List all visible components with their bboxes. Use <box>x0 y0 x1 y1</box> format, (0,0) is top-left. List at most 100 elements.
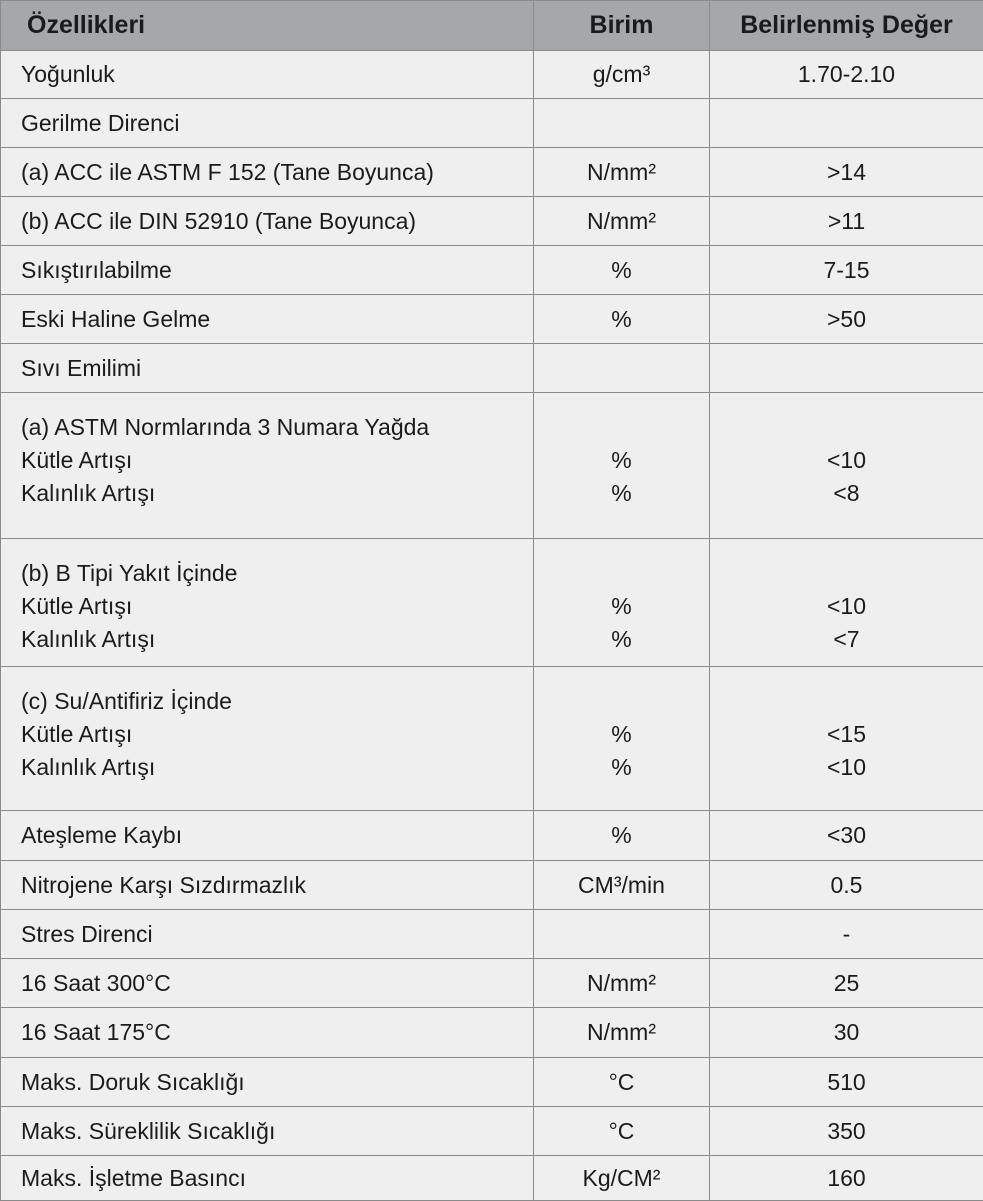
property-cell: Gerilme Direnci <box>1 99 534 148</box>
property-text: Kalınlık Artışı <box>21 477 533 510</box>
unit-text: N/mm² <box>534 970 709 997</box>
value-cell: <10<8 <box>710 393 983 539</box>
table-row: (b) ACC ile DIN 52910 (Tane Boyunca)N/mm… <box>1 197 983 246</box>
header-row: Özellikleri Birim Belirlenmiş Değer <box>1 1 983 51</box>
property-text: Kalınlık Artışı <box>21 623 533 656</box>
unit-text: % <box>534 751 709 784</box>
value-text: <30 <box>710 822 983 849</box>
unit-text <box>534 921 709 948</box>
property-text: Maks. Süreklilik Sıcaklığı <box>21 1118 533 1145</box>
property-text: Gerilme Direnci <box>21 110 533 137</box>
unit-cell: %% <box>534 393 710 539</box>
unit-cell: g/cm³ <box>534 51 710 99</box>
unit-cell: °C <box>534 1058 710 1107</box>
property-cell: Maks. Doruk Sıcaklığı <box>1 1058 534 1107</box>
table-row: Stres Direnci - <box>1 910 983 959</box>
value-cell <box>710 344 983 393</box>
unit-text: % <box>534 590 709 623</box>
value-cell: 7-15 <box>710 246 983 295</box>
property-text: Kütle Artışı <box>21 444 533 477</box>
property-text: Sıvı Emilimi <box>21 355 533 382</box>
property-text: Maks. Doruk Sıcaklığı <box>21 1069 533 1096</box>
property-cell: Yoğunluk <box>1 51 534 99</box>
value-text: >14 <box>710 159 983 186</box>
value-text: 25 <box>710 970 983 997</box>
value-cell: 30 <box>710 1008 983 1058</box>
property-text: (c) Su/Antifiriz İçinde <box>21 685 533 718</box>
property-cell: (b) ACC ile DIN 52910 (Tane Boyunca) <box>1 197 534 246</box>
property-text: Ateşleme Kaybı <box>21 822 533 849</box>
property-text: Yoğunluk <box>21 61 533 88</box>
unit-cell: N/mm² <box>534 1008 710 1058</box>
unit-text: % <box>534 623 709 656</box>
value-text: 160 <box>710 1165 983 1192</box>
unit-text: °C <box>534 1069 709 1096</box>
unit-cell: Kg/CM² <box>534 1156 710 1201</box>
unit-text: % <box>534 257 709 284</box>
unit-text: % <box>534 444 709 477</box>
unit-cell: N/mm² <box>534 148 710 197</box>
value-text <box>710 355 983 382</box>
value-cell: - <box>710 910 983 959</box>
value-cell: 1.70-2.10 <box>710 51 983 99</box>
property-cell: Eski Haline Gelme <box>1 295 534 344</box>
property-text: Stres Direnci <box>21 921 533 948</box>
value-cell: >14 <box>710 148 983 197</box>
unit-cell: CM³/min <box>534 861 710 910</box>
unit-cell: %% <box>534 539 710 667</box>
property-text: Kütle Artışı <box>21 718 533 751</box>
value-cell: 160 <box>710 1156 983 1201</box>
value-text: 7-15 <box>710 257 983 284</box>
unit-text: °C <box>534 1118 709 1145</box>
property-text: Maks. İşletme Basıncı <box>21 1165 533 1192</box>
property-cell: Sıkıştırılabilme <box>1 246 534 295</box>
unit-text: g/cm³ <box>534 61 709 88</box>
table-row: (a) ACC ile ASTM F 152 (Tane Boyunca)N/m… <box>1 148 983 197</box>
property-text: Kütle Artışı <box>21 590 533 623</box>
value-text: 1.70-2.10 <box>710 61 983 88</box>
unit-text: N/mm² <box>534 208 709 235</box>
unit-cell: %% <box>534 667 710 811</box>
table-row: Ateşleme Kaybı%<30 <box>1 811 983 861</box>
unit-cell <box>534 344 710 393</box>
property-cell: Stres Direnci <box>1 910 534 959</box>
unit-text: N/mm² <box>534 1019 709 1046</box>
unit-text <box>534 557 709 590</box>
header-unit: Birim <box>534 1 710 51</box>
unit-text <box>534 355 709 382</box>
unit-cell: % <box>534 811 710 861</box>
table-row: Eski Haline Gelme%>50 <box>1 295 983 344</box>
unit-cell <box>534 910 710 959</box>
unit-cell: N/mm² <box>534 197 710 246</box>
property-text: (b) B Tipi Yakıt İçinde <box>21 557 533 590</box>
property-cell: Sıvı Emilimi <box>1 344 534 393</box>
value-text: >11 <box>710 208 983 235</box>
table-row: Sıvı Emilimi <box>1 344 983 393</box>
property-text: Nitrojene Karşı Sızdırmazlık <box>21 872 533 899</box>
unit-text <box>534 110 709 137</box>
value-text: <7 <box>710 623 983 656</box>
property-cell: 16 Saat 175°C <box>1 1008 534 1058</box>
property-cell: Ateşleme Kaybı <box>1 811 534 861</box>
unit-cell: % <box>534 295 710 344</box>
unit-text: % <box>534 718 709 751</box>
unit-cell: N/mm² <box>534 959 710 1008</box>
property-text: 16 Saat 175°C <box>21 1019 533 1046</box>
unit-text: Kg/CM² <box>534 1165 709 1192</box>
unit-text <box>534 411 709 444</box>
property-text: Sıkıştırılabilme <box>21 257 533 284</box>
property-text: 16 Saat 300°C <box>21 970 533 997</box>
property-text: (a) ASTM Normlarında 3 Numara Yağda <box>21 411 533 444</box>
value-text: <8 <box>710 477 983 510</box>
value-text <box>710 557 983 590</box>
